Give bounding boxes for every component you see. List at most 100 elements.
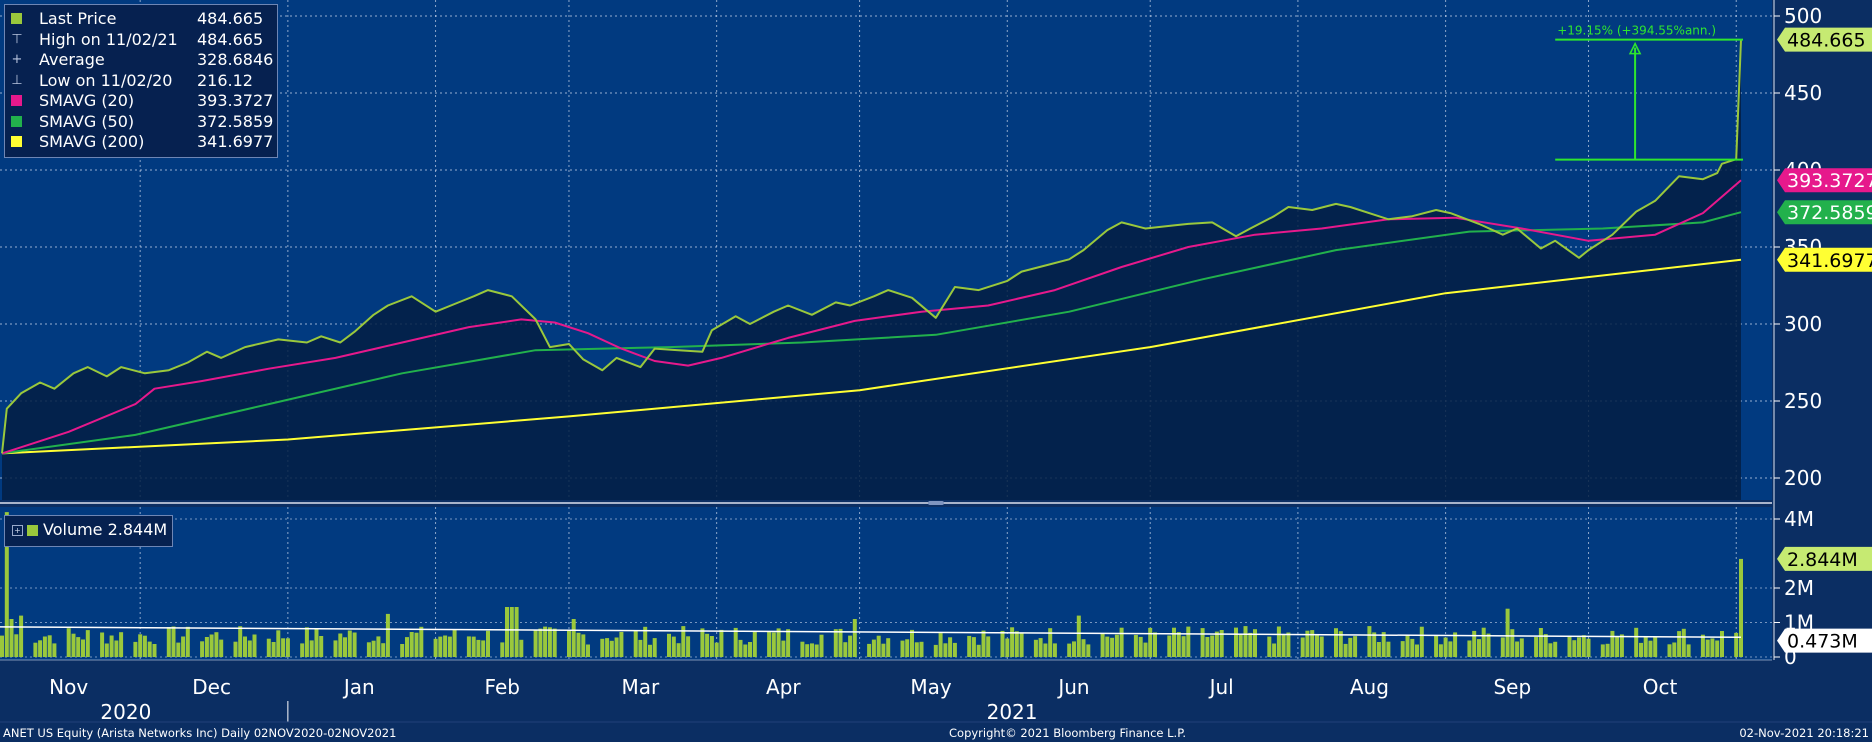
- footer-security: ANET US Equity (Arista Networks Inc) Dai…: [3, 726, 397, 740]
- last-price-tag-text: 484.665: [1787, 30, 1866, 52]
- month-label: Dec: [192, 675, 231, 699]
- volume-bar: [933, 644, 938, 657]
- volume-bar: [1343, 643, 1348, 657]
- volume-bar: [376, 636, 381, 657]
- legend-label: Average: [39, 50, 105, 69]
- volume-bar: [571, 619, 576, 657]
- volume-bar: [281, 638, 286, 657]
- volume-bar: [976, 644, 981, 657]
- volume-bar: [619, 631, 624, 657]
- volume-bar: [1319, 636, 1324, 657]
- month-label: Mar: [622, 675, 661, 699]
- volume-bar: [1153, 632, 1157, 657]
- volume-bar: [1448, 641, 1453, 657]
- volume-average-tag-bg: [1777, 628, 1872, 653]
- legend-row[interactable]: SMAVG (20) 393.3727: [5, 91, 277, 111]
- volume-bar: [910, 629, 914, 657]
- volume-bar: [47, 635, 52, 657]
- volume-bar: [1219, 630, 1224, 657]
- volume-bar: [1648, 640, 1653, 657]
- month-label: Jun: [1056, 675, 1089, 699]
- volume-bar: [1500, 637, 1505, 657]
- volume-bar: [304, 627, 309, 657]
- volume-bar: [343, 637, 347, 657]
- volume-bar: [547, 627, 552, 657]
- volume-bar: [381, 643, 386, 657]
- smavg-50-line: [1, 211, 1742, 455]
- volume-bar: [333, 640, 338, 657]
- volume-bar: [1720, 631, 1724, 657]
- volume-bar: [243, 636, 247, 657]
- legend-row[interactable]: ⊤ High on 11/02/21 484.665: [5, 30, 277, 50]
- volume-marker-icon: [27, 525, 38, 536]
- volume-bar: [514, 607, 519, 657]
- volume-bar: [1553, 641, 1558, 657]
- volume-bar: [71, 633, 76, 657]
- volume-bar: [500, 642, 505, 657]
- month-label: Nov: [49, 675, 88, 699]
- legend-row[interactable]: SMAVG (200) 341.6977: [5, 132, 277, 152]
- volume-bar: [171, 626, 176, 657]
- volume-bar: [967, 635, 972, 657]
- volume-bar: [633, 630, 638, 657]
- volume-bar: [1710, 638, 1715, 657]
- last-price-line: [1, 39, 1742, 454]
- volume-bar: [1639, 642, 1643, 657]
- volume-bar: [1686, 644, 1691, 657]
- volume-bar: [185, 626, 190, 657]
- legend-value: 328.6846: [197, 50, 274, 69]
- volume-bar: [385, 613, 390, 657]
- volume-bar: [1634, 627, 1639, 657]
- volume-bar: [671, 636, 676, 657]
- volume-bar: [309, 640, 314, 657]
- volume-bar: [1577, 637, 1581, 657]
- volume-bar: [905, 639, 910, 657]
- volume-bar: [152, 644, 157, 657]
- legend-label: Last Price: [39, 9, 117, 28]
- volume-bar: [471, 636, 476, 657]
- volume-bar: [867, 643, 872, 657]
- legend-row[interactable]: ⊥ Low on 11/02/20 216.12: [5, 71, 277, 91]
- sma200-tag-bg: [1777, 247, 1872, 272]
- volume-bar: [1205, 637, 1210, 657]
- volume-bar: [1610, 630, 1615, 657]
- volume-bar: [1376, 642, 1381, 657]
- legend-row[interactable]: + Average 328.6846: [5, 50, 277, 70]
- volume-bar: [147, 641, 152, 657]
- volume-bar: [810, 643, 814, 657]
- volume-bar: [1381, 632, 1386, 657]
- volume-bar: [1505, 608, 1510, 657]
- volume-bar: [1052, 643, 1057, 657]
- volume-bar: [1048, 628, 1053, 657]
- volume-last-tag-text: 2.844M: [1787, 549, 1858, 571]
- legend-row[interactable]: Last Price 484.665: [5, 9, 277, 29]
- volume-bar: [138, 634, 143, 657]
- volume-bar: [166, 627, 171, 657]
- volume-bar: [486, 630, 490, 657]
- volume-bar: [100, 632, 105, 657]
- sma200-tag: 341.6977: [1777, 247, 1872, 272]
- panel-resize-handle[interactable]: [928, 501, 944, 505]
- change-annotation: +19.15% (+394.55%ann.): [1555, 24, 1743, 161]
- volume-bar: [204, 637, 209, 657]
- volume-bar: [466, 636, 471, 657]
- volume-bar: [1105, 636, 1110, 657]
- volume-bar: [266, 638, 271, 657]
- volume-bar: [119, 632, 124, 657]
- volume-bar: [686, 636, 691, 657]
- volume-bar: [552, 628, 557, 657]
- volume-bar: [452, 629, 457, 657]
- volume-bar: [986, 636, 991, 657]
- last-price-tag-bg: [1777, 27, 1872, 52]
- volume-bar: [748, 642, 752, 657]
- volume-bar: [709, 636, 714, 657]
- volume-bar: [81, 639, 85, 657]
- volume-bar: [586, 644, 590, 657]
- legend-row[interactable]: SMAVG (50) 372.5859: [5, 112, 277, 132]
- volume-bar: [938, 633, 943, 657]
- volume-bar: [85, 630, 90, 657]
- volume-bar: [1186, 626, 1191, 657]
- expand-icon[interactable]: +: [12, 525, 23, 536]
- volume-bar: [1672, 642, 1677, 657]
- volume-bar: [1133, 634, 1138, 657]
